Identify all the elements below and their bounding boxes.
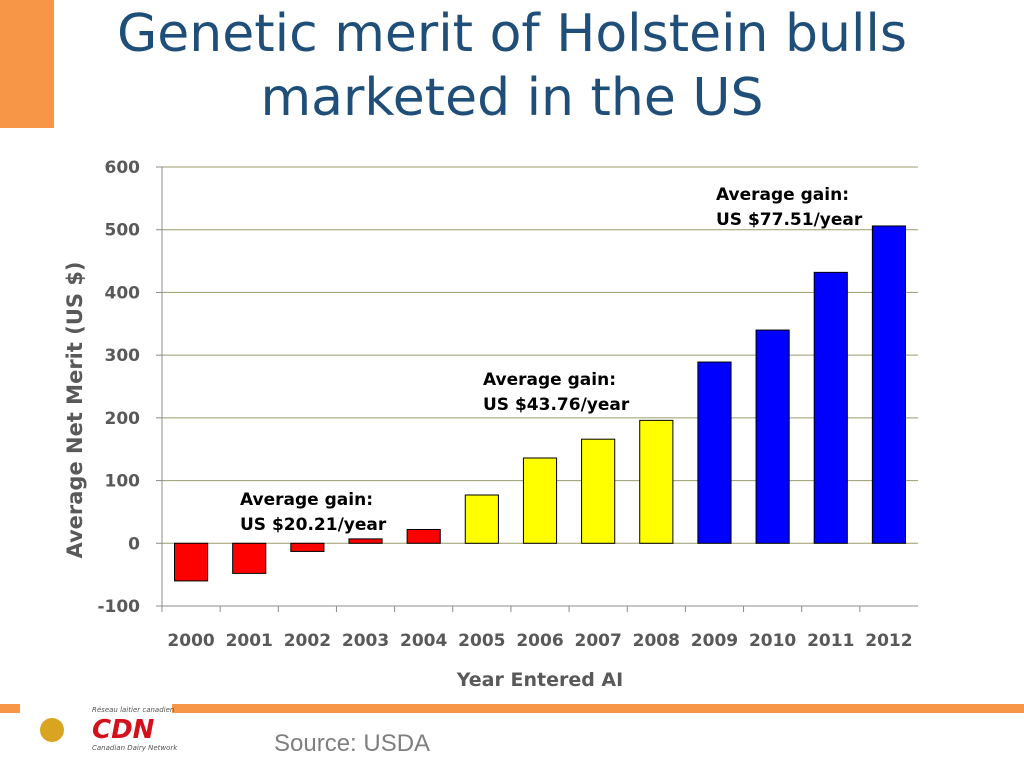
x-axis-title: Year Entered AI [456,669,623,691]
bar [755,329,790,544]
x-tick-label: 2005 [458,631,505,651]
bar [813,271,848,544]
y-axis-title: Average Net Merit (US $) [63,261,87,558]
x-tick-label: 2012 [865,631,912,651]
x-tick-label: 2003 [342,631,389,651]
bar [581,438,616,544]
x-tick-label: 2004 [400,631,447,651]
footer-rule [172,704,1024,713]
y-tick-label: 200 [105,409,141,429]
x-tick-label: 2002 [284,631,331,651]
bar [290,542,325,552]
x-tick-label: 2008 [633,631,680,651]
bar [174,542,209,582]
x-tick-label: 2006 [516,631,563,651]
y-tick-label: 100 [105,472,141,492]
x-tick-label: 2010 [749,631,796,651]
source-note: Source: USDA [274,730,431,757]
logo: Réseau laitier canadien CDN Canadian Dai… [40,706,178,752]
bar [464,494,499,544]
corner-accent [0,0,54,128]
bar [639,419,674,544]
annotation: US $43.76/year [483,395,630,415]
bar [406,528,441,544]
annotation: Average gain: [240,490,373,510]
y-tick-label: 600 [105,158,141,178]
y-tick-label: 400 [105,283,141,303]
x-tick-label: 2007 [574,631,621,651]
logo-mark: CDN [92,715,155,745]
logo-emblem [40,718,64,742]
logo-text: Canadian Dairy Network [92,744,178,752]
bar [871,225,906,544]
slide-title: Genetic merit of Holstein bulls marketed… [117,4,907,128]
bar [348,538,383,544]
footer-rule [0,704,20,713]
y-tick-label: 500 [105,221,141,241]
y-tick-label: 0 [128,534,140,554]
y-tick-label: -100 [97,597,140,617]
annotation: US $20.21/year [240,515,387,535]
bar [697,361,732,544]
annotation: US $77.51/year [716,210,863,230]
x-tick-label: 2011 [807,631,854,651]
bar [522,457,558,544]
annotation: Average gain: [483,370,616,390]
x-tick-label: 2000 [167,631,214,651]
logo-text: Réseau laitier canadien [92,706,174,714]
x-tick-label: 2009 [691,631,738,651]
x-tick-label: 2001 [226,631,273,651]
bar [232,542,267,574]
y-tick-label: 300 [105,346,141,366]
annotation: Average gain: [716,185,849,205]
